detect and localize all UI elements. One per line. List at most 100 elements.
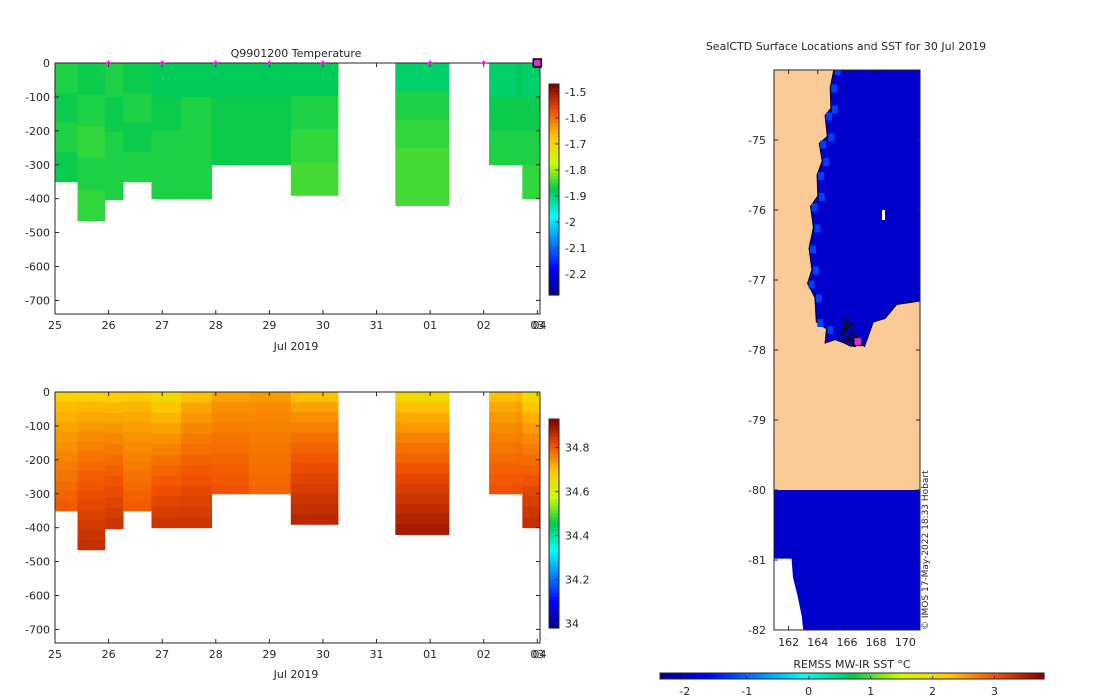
salinity-x-tick-label: 31: [370, 648, 384, 661]
salinity-cell: [151, 465, 182, 476]
coastal-sst-cell: [811, 203, 818, 212]
salinity-colorbar-segment: [549, 450, 559, 455]
salinity-y-tick-label: -100: [25, 420, 50, 433]
salinity-x-tick-label: 25: [48, 648, 62, 661]
salinity-colorbar-segment: [549, 603, 559, 608]
salinity-cell: [249, 463, 292, 474]
temperature-colorbar-segment: [549, 224, 559, 229]
map-x-tick-label: 162: [778, 636, 799, 649]
salinity-colorbar-segment: [549, 610, 559, 615]
track-point: [842, 338, 847, 343]
salinity-colorbar-segment: [549, 607, 559, 612]
temperature-cell: [77, 157, 106, 190]
temperature-colorbar-segment: [549, 287, 559, 293]
sst-map: SealCTD Surface Locations and SST for 30…: [659, 40, 1045, 698]
temperature-cell: [151, 130, 182, 166]
salinity-cell: [290, 493, 339, 505]
salinity-cell: [211, 463, 250, 474]
temperature-profile-marker: ✦: [319, 59, 327, 70]
temperature-cell: [77, 189, 106, 222]
temperature-colorbar-segment: [549, 235, 559, 240]
temperature-colorbar-segment: [549, 126, 559, 131]
temperature-colorbar-segment: [549, 101, 559, 106]
salinity-cell: [249, 483, 292, 495]
salinity-cell: [77, 520, 106, 531]
salinity-cell: [104, 507, 124, 519]
salinity-cell: [151, 444, 182, 456]
salinity-cell: [489, 412, 517, 424]
temperature-colorbar-segment: [549, 291, 559, 296]
sst-colorbar-segment: [852, 673, 858, 679]
salinity-cell: [104, 402, 124, 414]
temperature-profile-marker: ✦: [426, 59, 434, 70]
sst-colorbar-segment: [919, 673, 925, 679]
temperature-colorbar-segment: [549, 157, 559, 162]
salinity-cell: [104, 444, 124, 456]
map-y-tick-label: -75: [748, 134, 766, 147]
sst-colorbar-segment: [928, 673, 935, 679]
coastal-sst-cell: [818, 193, 825, 201]
salinity-colorbar-segment: [549, 526, 559, 532]
temperature-profile-marker: ✦: [480, 59, 488, 70]
coastal-sst-cell: [815, 294, 822, 303]
temperature-cell: [395, 176, 450, 206]
temperature-colorbar-segment: [549, 143, 559, 148]
salinity-cell: [211, 432, 250, 444]
salinity-cell: [395, 493, 450, 505]
sst-colorbar-label: REMSS MW-IR SST °C: [793, 658, 911, 671]
salinity-cell: [522, 423, 541, 435]
temperature-colorbar-tick-label: -1.7: [565, 138, 586, 151]
sst-colorbar-segment: [746, 673, 752, 679]
coastal-sst-cell: [828, 133, 835, 142]
salinity-colorbar-segment: [549, 485, 559, 490]
salinity-cell: [395, 432, 450, 444]
salinity-colorbar-tick-label: 34.2: [565, 574, 590, 587]
salinity-cell: [249, 473, 292, 485]
salinity-cell: [151, 392, 182, 403]
sst-colorbar-tick-label: 3: [991, 685, 998, 698]
temperature-cell: [55, 122, 79, 153]
salinity-cell: [151, 454, 182, 466]
salinity-colorbar-segment: [549, 589, 559, 594]
salinity-cell: [151, 412, 182, 424]
sst-colorbar-segment: [832, 673, 839, 679]
temperature-cell: [211, 63, 250, 98]
salinity-cell: [180, 444, 212, 456]
temperature-colorbar-tick-label: -1.6: [565, 112, 586, 125]
temperature-colorbar-segment: [549, 140, 559, 145]
salinity-y-tick-label: -600: [25, 590, 50, 603]
salinity-cell: [104, 497, 124, 509]
temperature-cell: [180, 63, 212, 98]
salinity-cell: [515, 422, 523, 434]
salinity-colorbar-segment: [549, 425, 559, 431]
sst-colorbar-segment: [856, 673, 863, 679]
salinity-colorbar-segment: [549, 593, 559, 598]
salinity-cell: [104, 518, 124, 530]
temperature-cell: [522, 63, 541, 98]
salinity-cell: [489, 473, 517, 485]
coastal-sst-cell: [810, 245, 817, 254]
temperature-profile-marker: ✦: [265, 59, 273, 70]
temperature-colorbar-frame: [548, 83, 560, 296]
temperature-cell: [489, 96, 517, 132]
salinity-plot-frame: [54, 391, 541, 644]
salinity-cell: [515, 473, 523, 485]
sst-colorbar-segment: [1010, 673, 1016, 679]
salinity-colorbar-segment: [549, 478, 559, 483]
salinity-colorbar-segment: [549, 533, 559, 539]
sst-colorbar-tick-label: 2: [929, 685, 936, 698]
sst-colorbar-segment: [895, 673, 901, 679]
temperature-cell: [55, 92, 79, 123]
sst-colorbar-segment: [842, 673, 848, 679]
temperature-cell: [77, 63, 106, 96]
salinity-cell: [489, 402, 517, 413]
salinity-colorbar-segment: [549, 600, 559, 605]
temperature-cell: [104, 131, 124, 167]
salinity-x-tick-label: 03: [530, 648, 544, 661]
temperature-colorbar-segment: [549, 105, 559, 110]
sst-colorbar-segment: [765, 673, 771, 679]
sst-colorbar-segment: [722, 673, 728, 679]
temperature-colorbar-segment: [549, 259, 559, 264]
sst-colorbar-segment: [684, 673, 690, 679]
coastal-sst-cell: [823, 158, 830, 166]
